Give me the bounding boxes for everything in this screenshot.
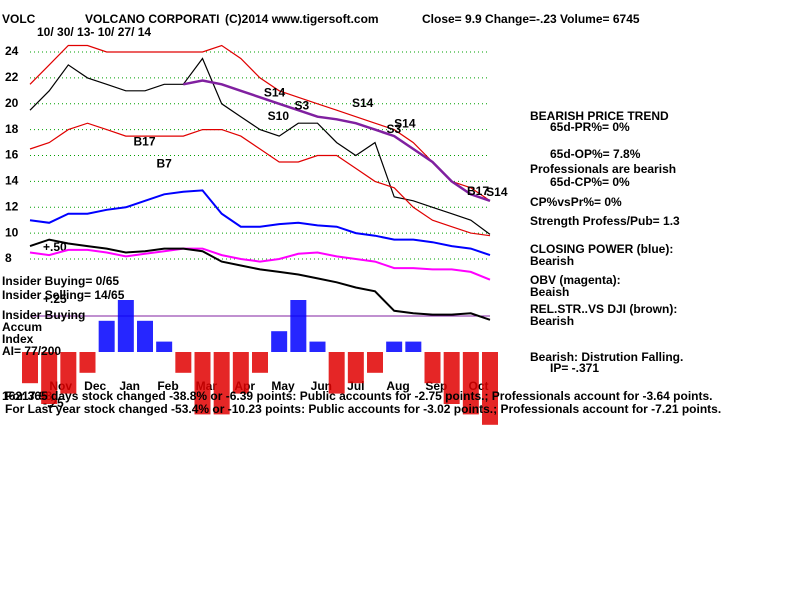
x-tick-label: May	[271, 379, 295, 393]
accum-bar	[405, 341, 422, 352]
accum-bar	[22, 352, 38, 384]
signal: S10	[268, 109, 290, 123]
accum-bar	[328, 352, 345, 394]
series-line	[29, 247, 491, 281]
quote: Close= 9.9 Change=-.23 Volume= 6745	[422, 12, 640, 26]
y-tick-label: 22	[5, 70, 19, 84]
accum-bar	[137, 320, 153, 352]
x-tick-label: Aug	[386, 379, 409, 393]
right-info: BEARISH PRICE TREND	[530, 109, 669, 123]
accum-bar	[347, 352, 364, 384]
accum-bar	[482, 352, 498, 425]
right-info: Bearish: Distrution Falling.	[530, 350, 683, 364]
y-tick-label: 10	[5, 225, 19, 239]
chart-title: VOLCANO CORPORATI	[85, 12, 219, 26]
x-tick-label: Feb	[157, 379, 178, 393]
right-info: OBV (magenta):	[530, 273, 621, 287]
source: (C)2014 www.tigersoft.com	[225, 12, 379, 26]
left-info: Insider Buying= 0/65	[2, 274, 119, 288]
accum-bar	[156, 341, 173, 352]
accum-bar	[290, 300, 307, 352]
accum-bar	[213, 352, 230, 415]
x-tick-label: Jun	[311, 379, 332, 393]
signal: B17	[134, 135, 156, 149]
signal: S14	[352, 96, 374, 110]
footer-line: For Last year stock changed -53.4% or -1…	[5, 402, 721, 416]
y-tick-label: 8	[5, 251, 12, 265]
series-line	[29, 189, 491, 257]
right-info: CLOSING POWER (blue):	[530, 242, 673, 256]
right-info: Bearish	[530, 314, 574, 328]
footer-line: For 365 days stock changed -38.8% or -6.…	[5, 389, 713, 403]
right-info: Professionals are bearish	[530, 162, 676, 176]
date-range: 10/ 30/ 13- 10/ 27/ 14	[37, 25, 151, 39]
series-line	[183, 79, 491, 202]
right-info: 65d-OP%= 7.8%	[550, 147, 641, 161]
signal: S14	[394, 117, 416, 131]
accum-bar	[424, 352, 441, 384]
accum-bar	[194, 352, 211, 415]
x-tick-label: Dec	[84, 379, 106, 393]
signal: B7	[157, 157, 173, 171]
accum-bar	[271, 331, 288, 352]
left-info: Insider Buying	[2, 308, 85, 322]
accum-bar	[117, 300, 134, 352]
x-tick-label: Jan	[119, 379, 140, 393]
right-info: Bearish	[530, 254, 574, 268]
ticker: VOLC	[2, 12, 36, 26]
right-info: 65d-PR%= 0%	[550, 120, 630, 134]
right-info: Strength Profess/Pub= 1.3	[530, 214, 680, 228]
dji-value: 16217.98	[2, 389, 52, 403]
left-info: AI= 77/200	[2, 344, 61, 358]
right-info: IP= -.371	[550, 361, 599, 375]
signal: S14	[264, 86, 286, 100]
accum-bar	[175, 352, 192, 373]
y-tick-label: 20	[5, 96, 19, 110]
accum-bar	[367, 352, 383, 373]
accum-bar	[386, 341, 403, 352]
accum-bar	[79, 352, 96, 373]
signal: S14	[486, 185, 508, 199]
right-info: CP%vsPr%= 0%	[530, 195, 622, 209]
signal: S3	[295, 99, 310, 113]
signal: B17	[467, 184, 489, 198]
accum-bar	[309, 341, 326, 352]
accum-bar	[41, 352, 58, 404]
left-info: Index	[2, 332, 34, 346]
y-tick-label: 18	[5, 122, 19, 136]
y-tick-label: 24	[5, 44, 19, 58]
accum-bar	[60, 352, 77, 394]
right-info: REL.STR..VS DJI (brown):	[530, 302, 677, 316]
series-line	[29, 57, 491, 235]
y-tick-label: 12	[5, 199, 19, 213]
right-info: 65d-CP%= 0%	[550, 175, 630, 189]
series-line	[29, 238, 491, 321]
accum-bar	[462, 352, 479, 415]
series-line	[29, 122, 491, 237]
accum-tick-label: +.25	[43, 292, 67, 306]
accum-bar	[443, 352, 460, 404]
accum-tick-label: +.50	[43, 240, 67, 254]
y-tick-label: 14	[5, 174, 19, 188]
signal: S3	[387, 122, 402, 136]
series-line	[29, 44, 491, 202]
right-info: Beaish	[530, 285, 569, 299]
y-tick-label: 16	[5, 148, 19, 162]
accum-bar	[252, 352, 268, 373]
left-info: Accum	[2, 320, 42, 334]
accum-bar	[232, 352, 249, 394]
accum-bar	[98, 320, 115, 352]
left-info: Insider Selling= 14/65	[2, 288, 125, 302]
